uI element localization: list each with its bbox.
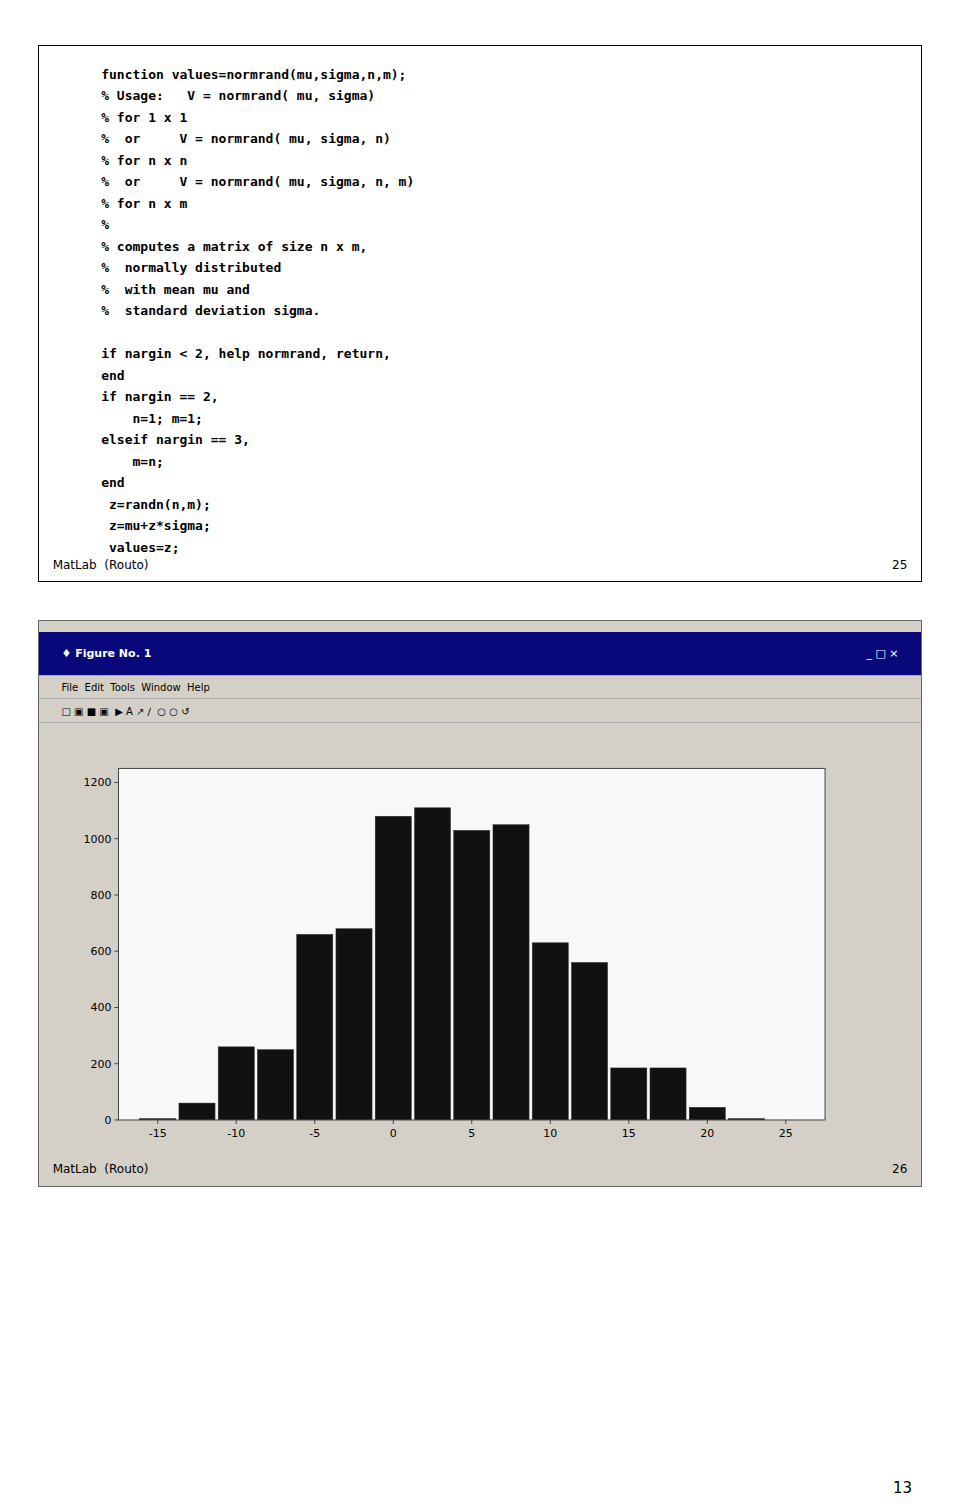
y-tick-label: 1200 [84,776,112,789]
code-listing: function values=normrand(mu,sigma,n,m); … [101,64,414,559]
footer-left: MatLab (Routo) [53,1162,149,1176]
y-tick-label: 0 [105,1114,112,1127]
footer-right: 26 [892,1162,907,1176]
y-tick [115,782,119,783]
bar [572,962,608,1119]
bar [493,825,529,1120]
x-tick-label: 5 [469,1127,476,1140]
tool-icons: □ ▣ ■ ▣ ▶ A ↗ ∕ ○ ○ ↺ [61,705,189,716]
window-controls: _ □ × [866,647,898,660]
bar [611,1068,647,1120]
bar [650,1068,686,1120]
x-tick [315,1120,316,1124]
x-tick-label: -10 [228,1127,246,1140]
x-tick-label: -5 [310,1127,321,1140]
y-tick [115,894,119,895]
x-tick [472,1120,473,1124]
y-tick-label: 1000 [84,833,112,846]
bar [179,1103,215,1120]
bar [258,1050,294,1120]
bar [415,808,451,1120]
bar [297,934,333,1120]
bar [690,1107,726,1120]
bar [376,816,412,1120]
y-tick [115,1007,119,1008]
bar [533,943,569,1120]
x-tick-label: 10 [544,1127,558,1140]
x-tick [707,1120,708,1124]
y-tick [115,951,119,952]
x-tick-label: 20 [701,1127,715,1140]
window-title: ♦ Figure No. 1 [61,647,151,660]
y-tick [115,1119,119,1120]
plot-area [119,768,826,1120]
title-bar: ♦ Figure No. 1 _ □ × [39,632,920,675]
bar [219,1047,255,1120]
y-tick-label: 800 [91,889,112,902]
menu-items: File Edit Tools Window Help [61,681,209,692]
x-tick [786,1120,787,1124]
y-tick-label: 600 [91,945,112,958]
footer-right: 25 [892,558,907,572]
code-panel: function values=normrand(mu,sigma,n,m); … [38,45,921,582]
bar [454,830,490,1120]
x-tick [236,1120,237,1124]
y-tick [115,1063,119,1064]
plot-frame [119,768,826,1120]
page-number: 13 [893,1479,912,1497]
y-tick-label: 200 [91,1058,112,1071]
x-tick-label: 15 [622,1127,636,1140]
x-tick [393,1120,394,1124]
figure-window: ♦ Figure No. 1 _ □ × File Edit Tools Windo… [38,620,921,1187]
x-tick-label: 0 [390,1127,397,1140]
menu-bar: File Edit Tools Window Help [39,675,920,699]
footer-left: MatLab (Routo) [53,558,149,572]
bar [336,929,372,1120]
x-tick [629,1120,630,1124]
x-tick [158,1120,159,1124]
y-tick [115,838,119,839]
tool-bar: □ ▣ ■ ▣ ▶ A ↗ ∕ ○ ○ ↺ [39,699,920,723]
bars [140,808,765,1120]
x-tick-label: 25 [779,1127,793,1140]
x-tick [550,1120,551,1124]
y-tick-label: 400 [91,1001,112,1014]
x-tick-label: -15 [149,1127,167,1140]
histogram: -15 -10 -5 0 5 10 15 20 25 0 200 400 600 800 1000 1200 [39,621,922,1188]
